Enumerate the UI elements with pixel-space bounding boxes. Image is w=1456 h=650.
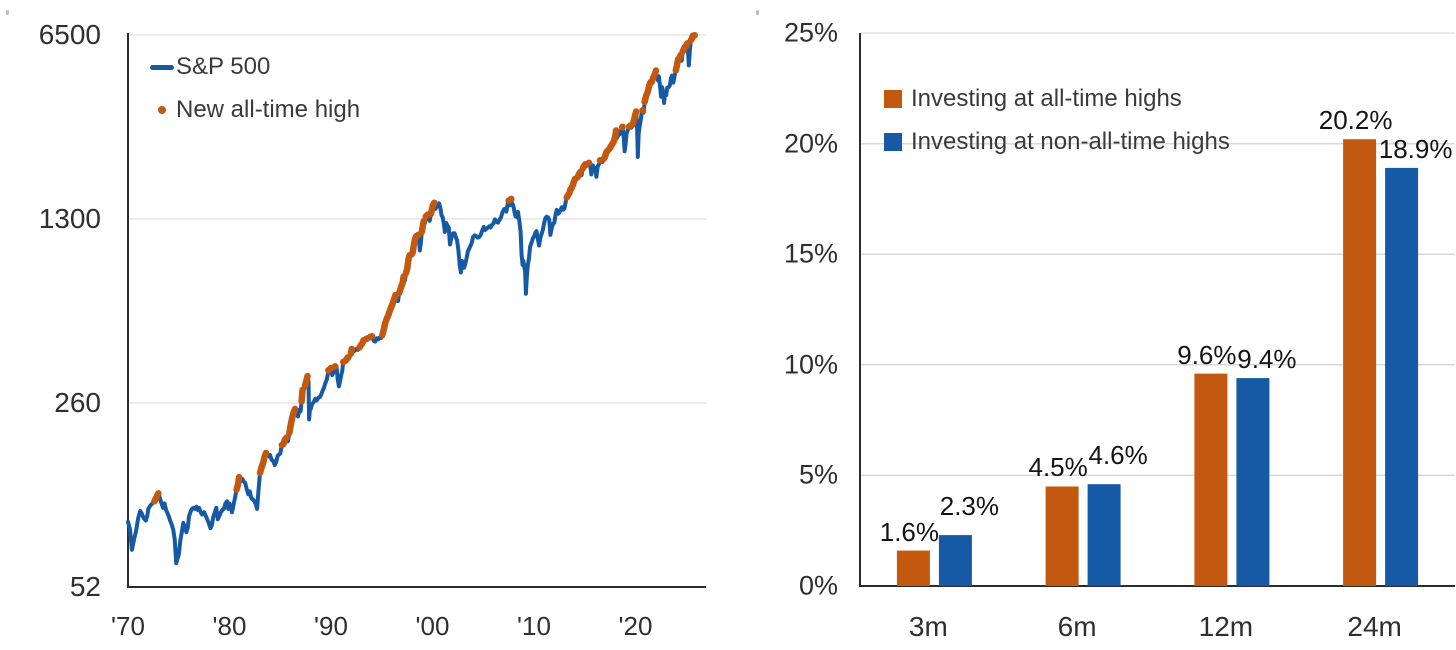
new-all-time-high-segment xyxy=(579,160,589,172)
right-y-tick-5%: 5% xyxy=(798,459,838,490)
new-all-time-high-segment xyxy=(395,273,407,297)
right-y-tick-25%: 25% xyxy=(783,17,838,48)
stray-mark xyxy=(756,10,759,15)
new-all-time-high-segment xyxy=(347,345,356,358)
new-all-time-high-segment xyxy=(256,449,270,477)
new-all-time-high-segment xyxy=(672,51,684,74)
legend-label-new-all-time-high: New all-time high xyxy=(176,96,361,123)
new-all-time-high-segment xyxy=(339,354,351,366)
stray-mark xyxy=(6,10,9,15)
legend-item-non-all-time-highs: Investing at non-all-time highs xyxy=(884,128,1230,155)
dot-marker-swatch xyxy=(158,106,166,114)
line-chart-legend: S&P 500 New all-time high xyxy=(150,53,361,123)
left-x-tick-2000: '00 xyxy=(415,611,450,641)
new-all-time-high-segment xyxy=(618,123,626,131)
bar-value-label-orange-3m: 1.6% xyxy=(879,516,940,547)
category-label-12m: 12m xyxy=(1198,611,1254,642)
new-all-time-high-dot xyxy=(639,106,647,114)
bar-orange-12m xyxy=(1194,373,1228,586)
bar-blue-6m xyxy=(1087,484,1121,586)
bar-orange-6m xyxy=(1045,486,1079,586)
bar-blue-24m xyxy=(1385,167,1419,586)
bar-value-label-blue-6m: 4.6% xyxy=(1088,440,1148,471)
new-all-time-high-segment xyxy=(563,175,579,201)
new-all-time-high-segment xyxy=(301,372,311,389)
bar-value-label-blue-12m: 9.4% xyxy=(1237,344,1297,375)
new-all-time-high-segment xyxy=(379,291,399,339)
new-all-time-high-segment xyxy=(629,108,640,128)
legend-label-all-time-highs: Investing at all-time highs xyxy=(911,85,1182,112)
ath-dot-marker xyxy=(150,106,176,114)
left-y-tick-6500: 6500 xyxy=(38,19,101,50)
left-y-tick-1300: 1300 xyxy=(38,203,101,234)
category-label-6m: 6m xyxy=(1057,611,1097,642)
right-y-tick-20%: 20% xyxy=(783,128,838,159)
orange-swatch xyxy=(884,90,902,108)
category-label-3m: 3m xyxy=(908,611,948,642)
new-all-time-high-segment xyxy=(574,168,584,181)
left-y-tick-52: 52 xyxy=(69,571,101,602)
blue-swatch xyxy=(884,133,902,151)
bar-blue-3m xyxy=(938,535,972,586)
bar-chart-legend: Investing at all-time highs Investing at… xyxy=(884,85,1230,155)
new-all-time-high-dot xyxy=(331,363,339,370)
new-all-time-high-segment xyxy=(356,337,367,351)
legend-item-sp500: S&P 500 xyxy=(150,53,360,80)
left-x-tick-1970: '70 xyxy=(111,611,145,641)
new-all-time-high-segment xyxy=(298,386,306,405)
left-x-tick-1990: '90 xyxy=(314,611,348,641)
bar-blue-12m xyxy=(1236,378,1270,586)
bar-orange-3m xyxy=(896,550,930,586)
bar-value-label-orange-12m: 9.6% xyxy=(1177,339,1237,370)
new-all-time-high-segment xyxy=(408,232,420,258)
bar-value-label-blue-24m: 18.9% xyxy=(1378,133,1453,164)
bar-value-label-blue-3m: 2.3% xyxy=(939,491,1000,522)
left-x-tick-1980: '80 xyxy=(212,611,247,641)
new-all-time-high-segment xyxy=(151,490,162,505)
right-y-tick-0%: 0% xyxy=(798,570,838,601)
new-all-time-high-segment xyxy=(418,217,428,236)
legend-item-new-all-time-high: New all-time high xyxy=(150,96,361,123)
new-all-time-high-dot xyxy=(507,195,515,203)
bar-value-label-orange-6m: 4.5% xyxy=(1028,452,1088,483)
sp500-line-marker xyxy=(150,64,176,70)
legend-item-all-time-highs: Investing at all-time highs xyxy=(884,85,1230,112)
right-y-tick-15%: 15% xyxy=(783,238,838,269)
category-label-24m: 24m xyxy=(1347,611,1402,642)
left-x-tick-2010: '10 xyxy=(517,611,551,641)
legend-label-sp500: S&P 500 xyxy=(176,53,271,80)
new-all-time-high-segment xyxy=(641,67,660,106)
blue-square-marker xyxy=(884,133,911,151)
new-all-time-high-segment xyxy=(366,333,376,341)
new-all-time-high-segment xyxy=(278,434,290,449)
left-y-tick-260: 260 xyxy=(54,387,101,418)
new-all-time-high-segment xyxy=(600,127,620,163)
new-all-time-high-segment xyxy=(233,473,243,493)
bar-value-label-orange-24m: 20.2% xyxy=(1318,105,1393,136)
new-all-time-high-segment xyxy=(584,159,593,167)
line-marker-swatch xyxy=(150,64,174,70)
new-all-time-high-segment xyxy=(402,251,413,277)
left-x-tick-2020: '20 xyxy=(618,611,653,641)
new-all-time-high-dot xyxy=(691,32,698,39)
new-all-time-high-segment xyxy=(427,199,438,218)
orange-square-marker xyxy=(884,90,911,108)
right-y-tick-10%: 10% xyxy=(783,349,838,380)
new-all-time-high-segment xyxy=(286,405,299,437)
bar-orange-24m xyxy=(1343,139,1377,586)
new-all-time-high-segment xyxy=(679,40,691,55)
legend-label-non-all-time-highs: Investing at non-all-time highs xyxy=(911,128,1230,155)
